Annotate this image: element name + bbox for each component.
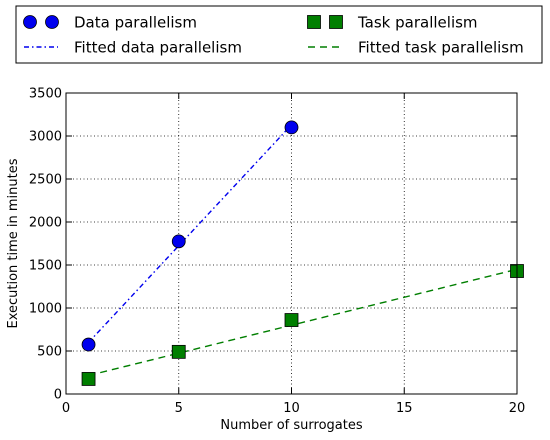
legend-item-task-parallelism: Task parallelism	[307, 14, 478, 32]
series-line-fitted-data-parallelism	[88, 124, 293, 343]
legend-item-fitted-data-parallelism: Fitted data parallelism	[24, 39, 242, 57]
x-tick-label: 10	[283, 401, 300, 416]
x-tick-label: 0	[62, 401, 70, 416]
y-tick-label: 0	[54, 388, 62, 403]
data-point-task-parallelism	[171, 344, 186, 359]
y-tick-label: 3000	[29, 130, 62, 145]
data-point-task-parallelism	[81, 372, 96, 386]
series-markers	[81, 120, 524, 386]
data-point-data-parallelism	[81, 337, 96, 352]
x-axis-label: Number of surrogates	[220, 418, 362, 433]
legend: Data parallelism Task parallelism Fitted d…	[15, 5, 543, 64]
legend-swatch-task-parallelism	[307, 15, 321, 29]
legend-item-data-parallelism: Data parallelism	[23, 14, 197, 32]
y-tick-label: 1000	[29, 302, 62, 317]
legend-swatch-data-parallelism	[45, 15, 59, 29]
y-tick-label: 2500	[29, 173, 62, 188]
legend-item-fitted-task-parallelism: Fitted task parallelism	[308, 39, 524, 57]
legend-label: Data parallelism	[74, 14, 197, 32]
data-point-data-parallelism	[284, 120, 299, 135]
y-tick-label: 500	[37, 345, 62, 360]
legend-label: Fitted data parallelism	[74, 39, 242, 57]
series-lines	[88, 124, 518, 377]
x-tick-label: 15	[396, 401, 413, 416]
y-tick-label: 1500	[29, 259, 62, 274]
legend-label: Task parallelism	[357, 14, 478, 32]
data-point-task-parallelism	[284, 313, 299, 327]
series-line-fitted-task-parallelism	[88, 268, 518, 377]
y-tick-label: 2000	[29, 216, 62, 231]
grid-lines	[66, 93, 517, 394]
x-tick-label: 20	[509, 401, 526, 416]
data-point-data-parallelism	[171, 234, 186, 249]
legend-box	[15, 5, 543, 64]
legend-swatch-data-parallelism	[23, 15, 37, 29]
axes: 0 5 10 15 20 0 500 1000 1500 2000 2500 3000 3500	[29, 87, 525, 417]
legend-label: Fitted task parallelism	[358, 39, 524, 57]
x-tick-label: 5	[175, 401, 183, 416]
legend-swatch-task-parallelism	[329, 15, 343, 29]
y-axis-label: Execution time in minutes	[6, 158, 21, 328]
y-tick-label: 3500	[29, 87, 62, 102]
